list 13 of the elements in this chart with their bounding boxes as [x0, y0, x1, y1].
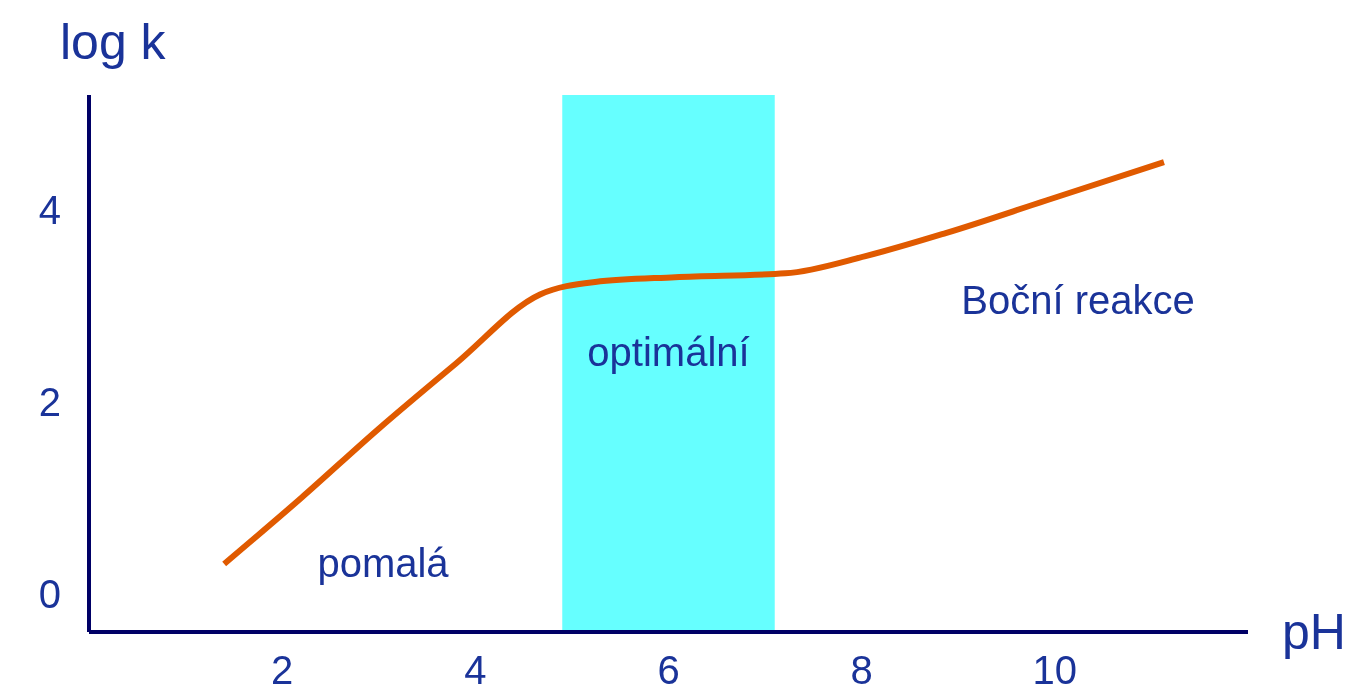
annotation: pomalá [317, 540, 449, 586]
band-label: optimální [587, 329, 750, 374]
x-axis-title: pH [1282, 603, 1346, 662]
y-tick-label: 0 [38, 571, 61, 616]
y-axis-title: log k [60, 13, 166, 72]
x-tick-label: 10 [1032, 648, 1078, 693]
x-tick-label: 4 [464, 648, 487, 693]
x-tick-label: 6 [657, 648, 680, 693]
y-tick-label: 2 [38, 380, 61, 425]
y-tick-label: 4 [38, 188, 61, 233]
annotation: Boční reakce [961, 277, 1195, 323]
x-tick-label: 8 [850, 648, 873, 693]
x-tick-label: 2 [271, 648, 294, 693]
